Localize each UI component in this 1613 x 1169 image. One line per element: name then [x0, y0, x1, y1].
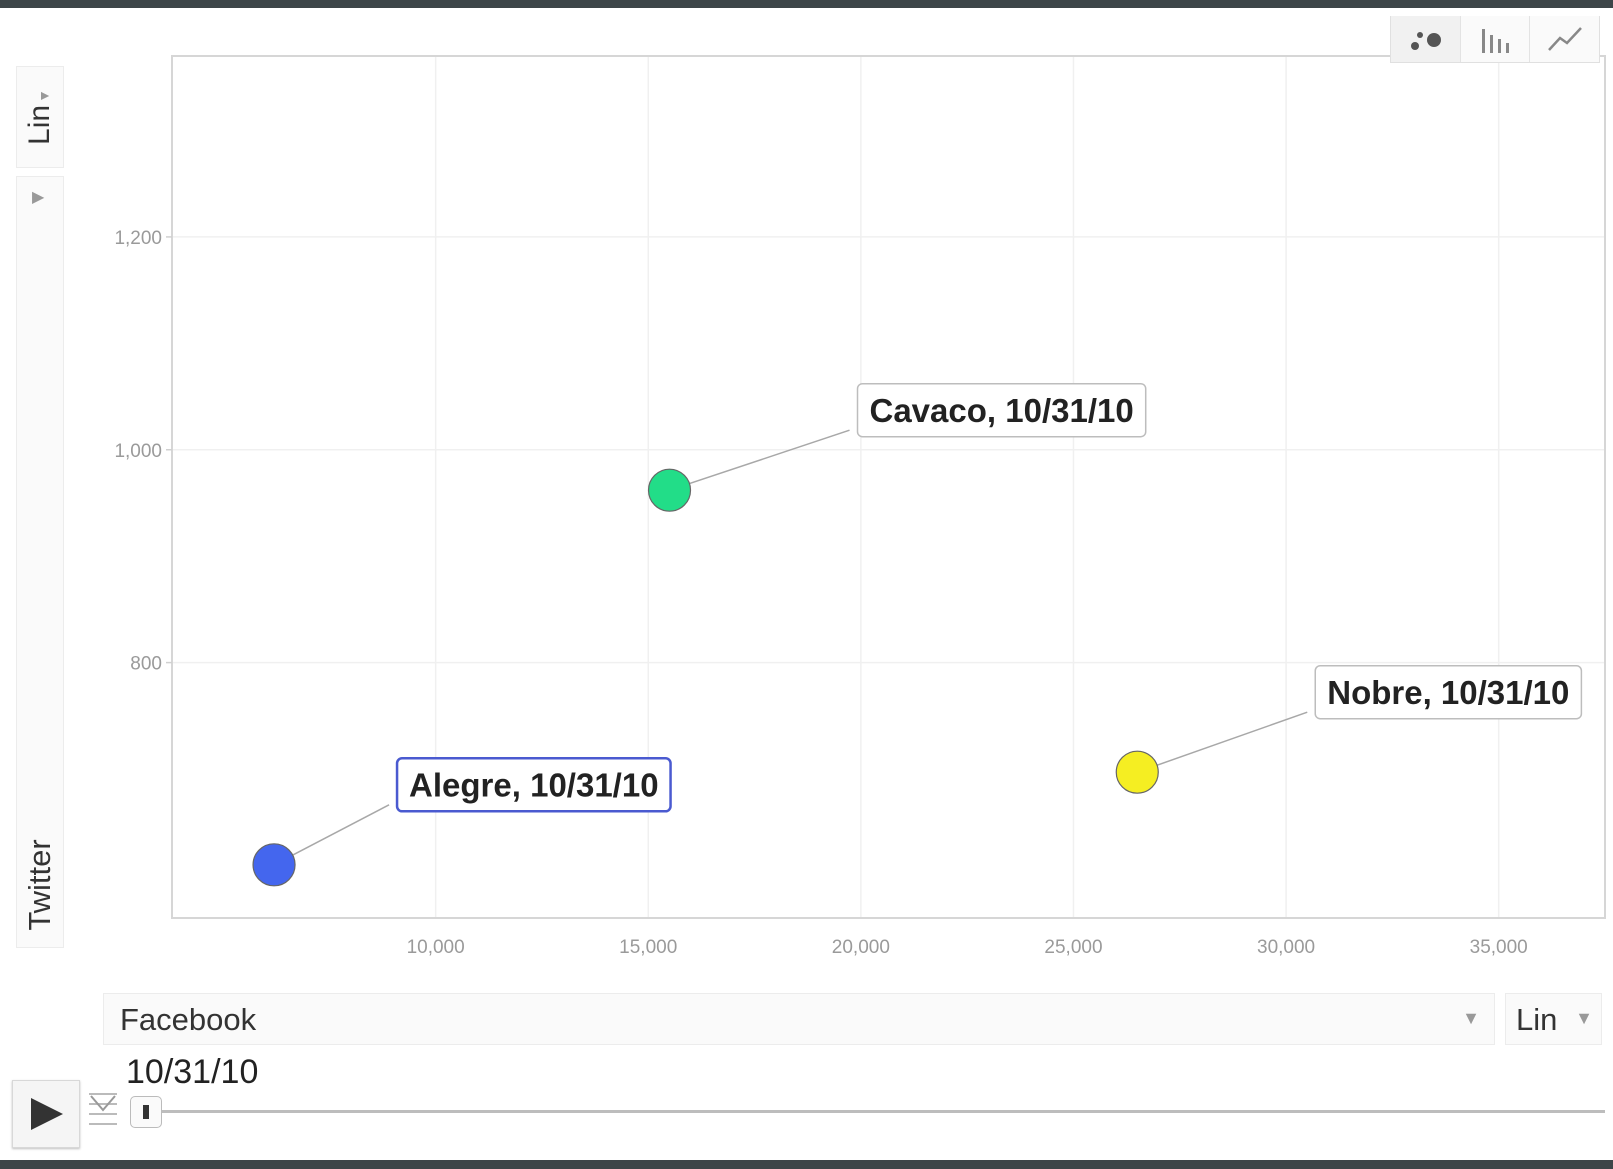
- x-tick-label: 20,000: [832, 937, 890, 958]
- y-tick-label: 1,200: [114, 228, 162, 249]
- chevron-down-icon: ▶: [32, 189, 45, 206]
- bar-chart-icon: [1482, 29, 1509, 53]
- point-label-text: Cavaco, 10/31/10: [870, 392, 1134, 429]
- time-slider-handle[interactable]: [130, 1096, 162, 1128]
- leader-line: [273, 804, 390, 866]
- current-date-label: 10/31/10: [126, 1053, 259, 1091]
- point-label-text: Nobre, 10/31/10: [1327, 674, 1569, 711]
- motion-chart-panel: 10,000 15,000 20,000 25,000 30,000 35,000 800 1…: [0, 8, 1613, 1160]
- point-label: Cavaco, 10/31/10: [856, 382, 1147, 438]
- grip-icon: [143, 1105, 149, 1119]
- y-tick-label: 1,000: [114, 441, 162, 462]
- point-label-text: Alegre, 10/31/10: [409, 767, 659, 804]
- plot-area: [171, 55, 1606, 919]
- chevron-down-icon: ▼: [1462, 1008, 1480, 1028]
- x-tick-label: 25,000: [1044, 937, 1102, 958]
- point-label: Nobre, 10/31/10: [1314, 664, 1583, 720]
- line-chart-button[interactable]: [1529, 16, 1599, 62]
- playback-speed-control[interactable]: [85, 1090, 121, 1134]
- line-chart-icon: [1547, 27, 1582, 51]
- x-tick-label: 10,000: [407, 937, 465, 958]
- chevron-down-icon: ▼: [36, 89, 52, 103]
- x-scale-label: Lin: [1516, 1002, 1558, 1037]
- axis-ticks: 10,000 15,000 20,000 25,000 30,000 35,000 800 1…: [114, 228, 1527, 958]
- bar-chart-button[interactable]: [1459, 16, 1530, 62]
- data-points: Alegre, 10/31/10 Cavaco, 10/31/10 Nobre, 1…: [252, 382, 1583, 887]
- y-tick-label: 800: [130, 654, 162, 675]
- x-axis-metric-label: Facebook: [120, 1002, 257, 1037]
- y-scale-label: Lin: [23, 104, 56, 145]
- bubble-chart-icon: [1411, 32, 1442, 50]
- data-bubble[interactable]: [1115, 750, 1159, 794]
- leader-line: [669, 429, 850, 491]
- data-point-cavaco[interactable]: Cavaco, 10/31/10: [647, 382, 1147, 512]
- data-point-nobre[interactable]: Nobre, 10/31/10: [1115, 664, 1583, 794]
- data-bubble[interactable]: [647, 468, 692, 512]
- bubble-chart: 10,000 15,000 20,000 25,000 30,000 35,000 800 1…: [114, 55, 1606, 958]
- speed-slider-icon: [89, 1093, 117, 1125]
- time-slider-track[interactable]: [130, 1110, 1605, 1113]
- leader-line: [1137, 711, 1308, 773]
- point-label: Alegre, 10/31/10: [395, 757, 672, 813]
- x-tick-label: 35,000: [1470, 937, 1528, 958]
- bubble-chart-button[interactable]: [1391, 16, 1460, 62]
- point-label-box: [856, 382, 1147, 438]
- chevron-down-icon: ▼: [1575, 1008, 1593, 1028]
- y-scale-dropdown[interactable]: Lin▼: [16, 66, 64, 168]
- x-axis-metric-dropdown[interactable]: Facebook ▼: [103, 993, 1495, 1045]
- x-tick-label: 15,000: [619, 937, 677, 958]
- x-scale-dropdown[interactable]: Lin ▼: [1505, 993, 1602, 1045]
- play-button[interactable]: [12, 1080, 80, 1148]
- y-axis-metric-dropdown[interactable]: ▶ Twitter: [16, 176, 64, 948]
- data-bubble[interactable]: [252, 843, 296, 887]
- point-label-box: [395, 757, 672, 813]
- chart-type-switcher: [1390, 16, 1600, 63]
- data-point-alegre[interactable]: Alegre, 10/31/10: [252, 757, 672, 887]
- point-label-box: [1314, 664, 1583, 720]
- x-tick-label: 30,000: [1257, 937, 1315, 958]
- y-axis-metric-label: Twitter: [22, 839, 57, 931]
- play-icon: [31, 1098, 63, 1130]
- grid-lines: [172, 56, 1605, 918]
